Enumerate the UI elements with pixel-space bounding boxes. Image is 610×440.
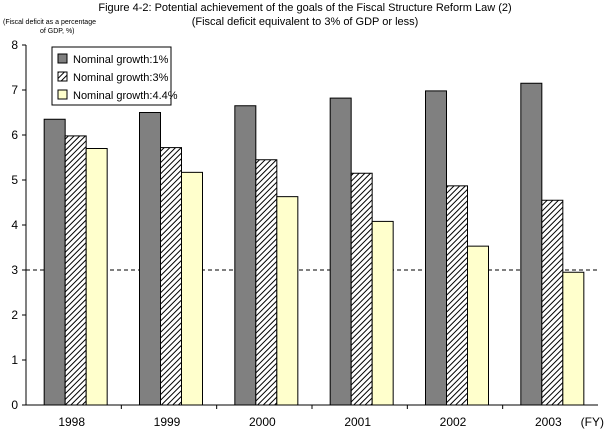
legend-swatch-series-2: [57, 71, 68, 82]
x-tick-label: 2002: [440, 415, 467, 429]
bar-2001-series-2: [350, 172, 373, 406]
bar-1998-series-2: [64, 135, 87, 406]
bar-1999-series-2: [160, 147, 182, 406]
bar-2002-series-3: [467, 245, 489, 406]
bar-2003-series-1: [520, 82, 543, 406]
bar-1999-series-1: [139, 112, 161, 406]
x-tick-label: 2000: [249, 415, 276, 429]
bar-1998-series-3: [85, 148, 108, 406]
y-tick-label: 6: [11, 128, 18, 142]
chart-subtitle: (Fiscal deficit equivalent to 3% of GDP …: [191, 16, 419, 28]
y-tick-label: 1: [11, 353, 18, 367]
bar-2000-series-2: [255, 159, 278, 406]
y-tick-label: 3: [11, 263, 18, 277]
x-tick-label: 1998: [58, 415, 85, 429]
legend-swatch-series-1: [57, 53, 68, 64]
x-tick-label: 1999: [154, 415, 181, 429]
bar-2000-series-3: [276, 196, 299, 406]
x-axis-label: (FY): [581, 415, 604, 429]
bar-2003-series-3: [562, 271, 585, 406]
y-axis-unit-label-line1: (Fiscal deficit as a percentage: [3, 19, 96, 26]
chart-title: Figure 4-2: Potential achievement of the…: [98, 2, 512, 14]
legend-label-series-1: Nominal growth:1%: [73, 54, 169, 66]
bar-2003-series-2: [541, 199, 564, 406]
x-tick-label: 2003: [535, 415, 562, 429]
legend-swatch-series-3: [57, 89, 68, 100]
bar-1998-series-1: [43, 118, 66, 406]
y-tick-label: 7: [11, 83, 18, 97]
bar-2001-series-1: [329, 97, 352, 406]
bar-2002-series-1: [425, 90, 447, 406]
y-tick-label: 8: [11, 38, 18, 52]
y-tick-label: 0: [11, 398, 18, 412]
bar-2000-series-1: [234, 105, 257, 406]
legend-label-series-2: Nominal growth:3%: [73, 72, 169, 84]
y-tick-label: 5: [11, 173, 18, 187]
legend-label-series-3: Nominal growth:4.4%: [73, 90, 178, 102]
x-tick-label: 2001: [344, 415, 371, 429]
y-tick-label: 2: [11, 308, 18, 322]
y-tick-label: 4: [11, 218, 18, 232]
bar-1999-series-3: [181, 171, 203, 406]
y-axis-unit-label-line2: of GDP, %): [40, 28, 75, 35]
bar-2001-series-3: [371, 220, 394, 406]
legend-box: [51, 46, 172, 106]
bar-2002-series-2: [446, 185, 468, 406]
